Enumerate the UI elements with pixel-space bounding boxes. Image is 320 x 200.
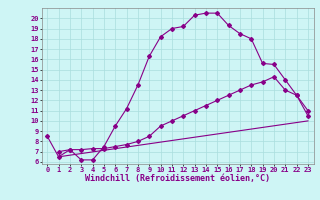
X-axis label: Windchill (Refroidissement éolien,°C): Windchill (Refroidissement éolien,°C) bbox=[85, 174, 270, 183]
